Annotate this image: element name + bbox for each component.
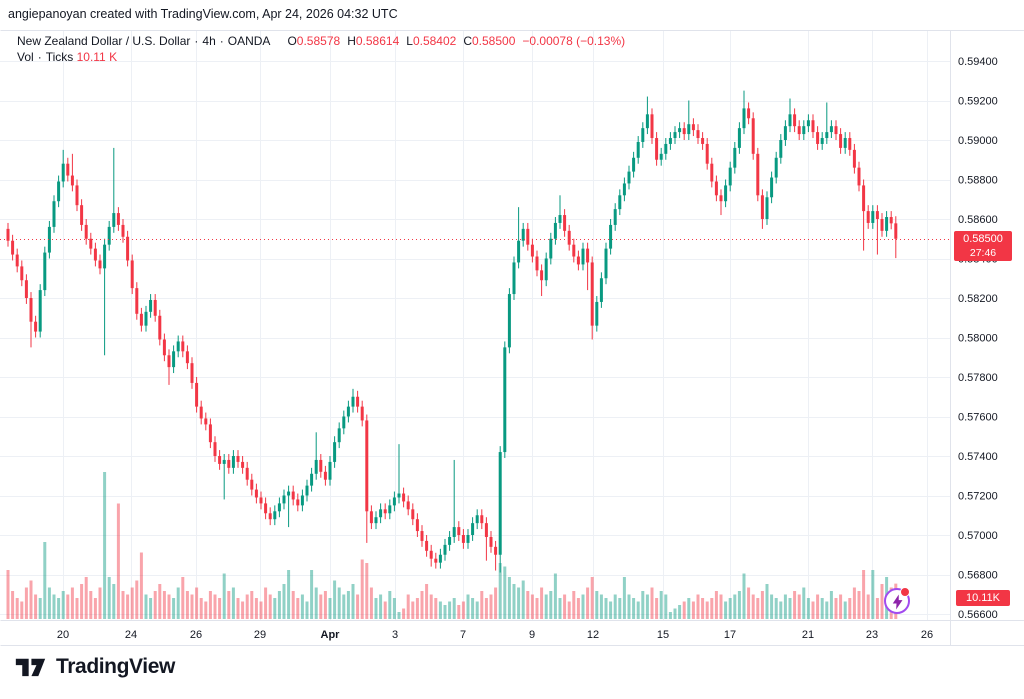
svg-text:9: 9 (529, 629, 535, 641)
legend-separator: · (219, 34, 224, 48)
legend-separator: · (37, 50, 42, 64)
svg-text:12: 12 (587, 629, 599, 641)
low-value: 0.58402 (412, 34, 457, 48)
tradingview-logo[interactable]: TradingView (14, 654, 175, 680)
symbol-title: New Zealand Dollar / U.S. Dollar (17, 34, 191, 48)
tradingview-wordmark: TradingView (56, 655, 175, 678)
legend-separator: · (194, 34, 199, 48)
svg-text:Apr: Apr (321, 629, 341, 641)
legend-symbol-row[interactable]: New Zealand Dollar / U.S. Dollar · 4h · OAND… (17, 33, 625, 49)
volume-value: 10.11 K (76, 50, 118, 64)
svg-text:0.56600: 0.56600 (958, 609, 998, 621)
open-value: 0.58578 (296, 34, 341, 48)
svg-text:0.58200: 0.58200 (958, 293, 998, 305)
svg-text:0.58600: 0.58600 (958, 214, 998, 226)
svg-text:0.57800: 0.57800 (958, 372, 998, 384)
svg-text:15: 15 (657, 629, 669, 641)
svg-text:0.58800: 0.58800 (958, 175, 998, 187)
high-value: 0.58614 (355, 34, 400, 48)
flash-icon-button[interactable] (884, 587, 910, 614)
last-price-value: 0.58500 (963, 233, 1003, 245)
attribution-text: angiepanoyan created with TradingView.co… (8, 7, 398, 21)
last-price-badge: 0.58500 27:46 (954, 231, 1012, 261)
legend-volume-row[interactable]: Vol · Ticks 10.11 K (17, 49, 625, 65)
close-label: C (463, 34, 472, 48)
svg-text:7: 7 (460, 629, 466, 641)
svg-text:0.57400: 0.57400 (958, 451, 998, 463)
svg-text:24: 24 (125, 629, 137, 641)
svg-text:0.57000: 0.57000 (958, 530, 998, 542)
svg-text:0.58000: 0.58000 (958, 333, 998, 345)
svg-text:0.59400: 0.59400 (958, 56, 998, 68)
svg-text:0.57200: 0.57200 (958, 491, 998, 503)
notification-dot (900, 587, 910, 597)
volume-axis-badge: 10.11K (956, 590, 1010, 606)
low-label: L (406, 34, 413, 48)
svg-text:23: 23 (866, 629, 878, 641)
svg-text:26: 26 (190, 629, 202, 641)
bar-countdown: 27:46 (969, 247, 997, 259)
svg-text:29: 29 (254, 629, 266, 641)
open-label: O (287, 34, 297, 48)
svg-text:0.57600: 0.57600 (958, 412, 998, 424)
svg-text:17: 17 (724, 629, 736, 641)
volume-type-label: Ticks (45, 50, 74, 64)
svg-text:3: 3 (392, 629, 398, 641)
svg-text:26: 26 (921, 629, 933, 641)
chart-legend: New Zealand Dollar / U.S. Dollar · 4h · OAND… (17, 33, 625, 65)
svg-text:20: 20 (57, 629, 69, 641)
close-value: 0.58500 (472, 34, 516, 48)
svg-text:21: 21 (802, 629, 814, 641)
ohlc-values: O0.58578 H0.58614 L0.58402 C0.58500 −0.00078… (280, 34, 625, 48)
tradingview-mark-icon (15, 658, 46, 677)
volume-label: Vol (17, 50, 34, 64)
svg-text:0.56800: 0.56800 (958, 570, 998, 582)
svg-text:0.59000: 0.59000 (958, 135, 998, 147)
change-value: −0.00078 (−0.13%) (522, 34, 626, 48)
exchange-label: OANDA (227, 34, 271, 48)
lightning-bolt-icon (892, 594, 903, 610)
interval-label: 4h (202, 34, 216, 48)
svg-text:0.59200: 0.59200 (958, 96, 998, 108)
high-label: H (347, 34, 356, 48)
